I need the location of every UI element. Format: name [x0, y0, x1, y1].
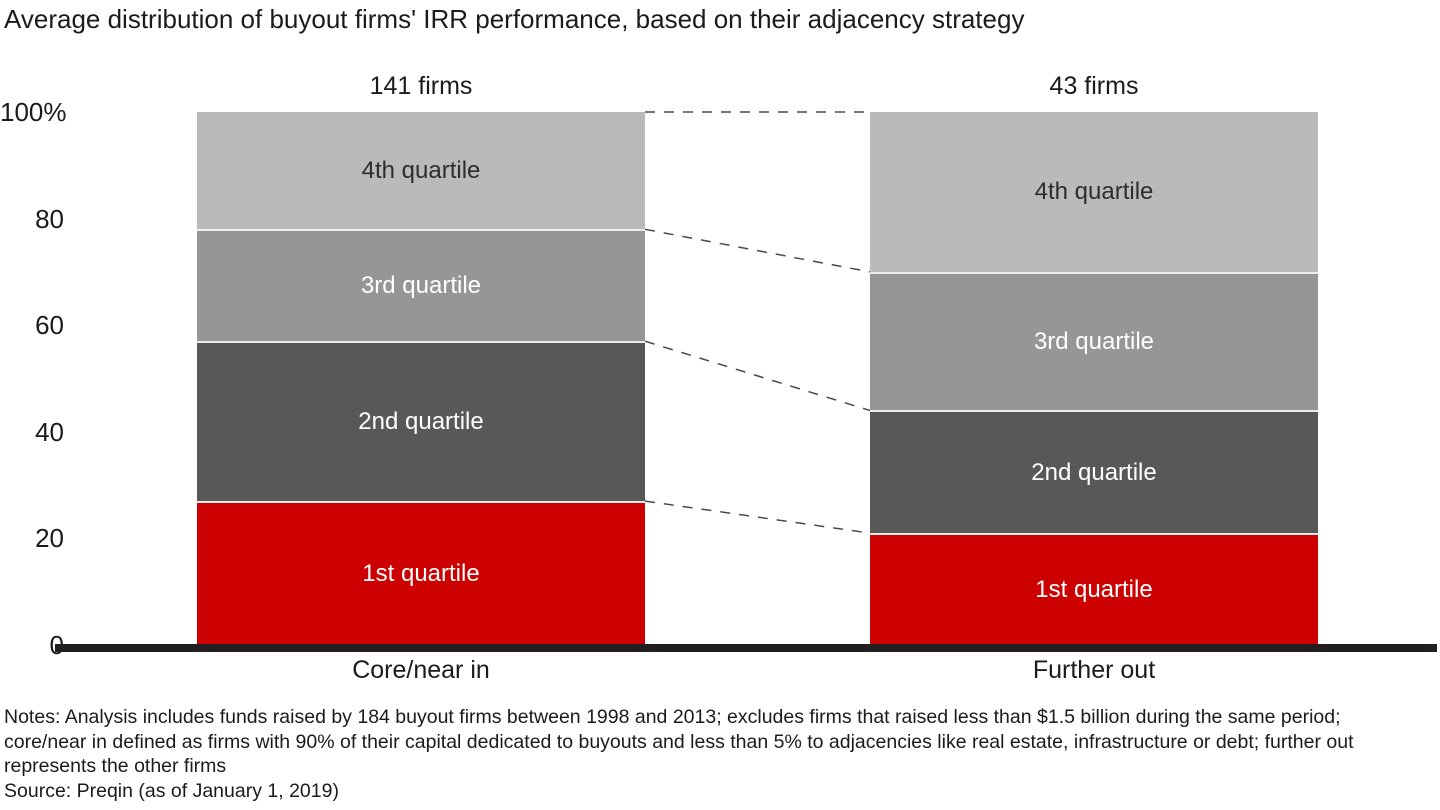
segment-label: 3rd quartile	[360, 272, 482, 300]
segment-4th-quartile-core-near-in: 4th quartile	[197, 112, 645, 230]
segment-3rd-quartile-core-near-in: 3rd quartile	[197, 229, 645, 342]
segment-label: 4th quartile	[1034, 177, 1154, 205]
segment-label: 2nd quartile	[358, 408, 484, 436]
connector-line	[644, 340, 871, 412]
notes-line: Notes: Analysis includes funds raised by…	[4, 706, 1341, 728]
notes-line: core/near in defined as firms with 90% o…	[4, 730, 1354, 753]
y-tick-label: 60	[35, 310, 64, 341]
segment-1st-quartile-core-near-in: 1st quartile	[197, 501, 645, 645]
y-tick-label: 20	[35, 523, 64, 554]
segment-2nd-quartile-further-out: 2nd quartile	[870, 410, 1318, 534]
connector-line	[644, 500, 871, 534]
notes-line: represents the other firms	[4, 755, 227, 777]
y-tick-label: 100%	[0, 97, 67, 127]
segment-label: 3rd quartile	[1033, 328, 1155, 356]
chart-title: Average distribution of buyout firms' IR…	[4, 4, 1025, 34]
bar-count-label: 43 firms	[1049, 72, 1139, 100]
bar-count-label: 141 firms	[369, 72, 473, 100]
notes-block: Notes: Analysis includes funds raised by…	[4, 705, 1440, 803]
segment-label: 4th quartile	[361, 156, 481, 184]
segment-1st-quartile-further-out: 1st quartile	[870, 533, 1318, 645]
segment-label: 1st quartile	[1035, 576, 1153, 604]
segment-label: 2nd quartile	[1031, 458, 1157, 486]
y-tick-label: 40	[35, 416, 64, 447]
x-axis-line	[55, 644, 1437, 652]
segment-2nd-quartile-core-near-in: 2nd quartile	[197, 341, 645, 502]
category-label-further-out: Further out	[1032, 656, 1156, 684]
y-tick-label: 80	[35, 203, 64, 234]
segment-3rd-quartile-further-out: 3rd quartile	[870, 271, 1318, 411]
category-label-core-near-in: Core/near in	[352, 656, 490, 684]
segment-4th-quartile-further-out: 4th quartile	[870, 112, 1318, 272]
segment-label: 1st quartile	[362, 560, 480, 588]
source-line: Source: Preqin (as of January 1, 2019)	[4, 779, 339, 802]
connector-line	[644, 228, 871, 273]
